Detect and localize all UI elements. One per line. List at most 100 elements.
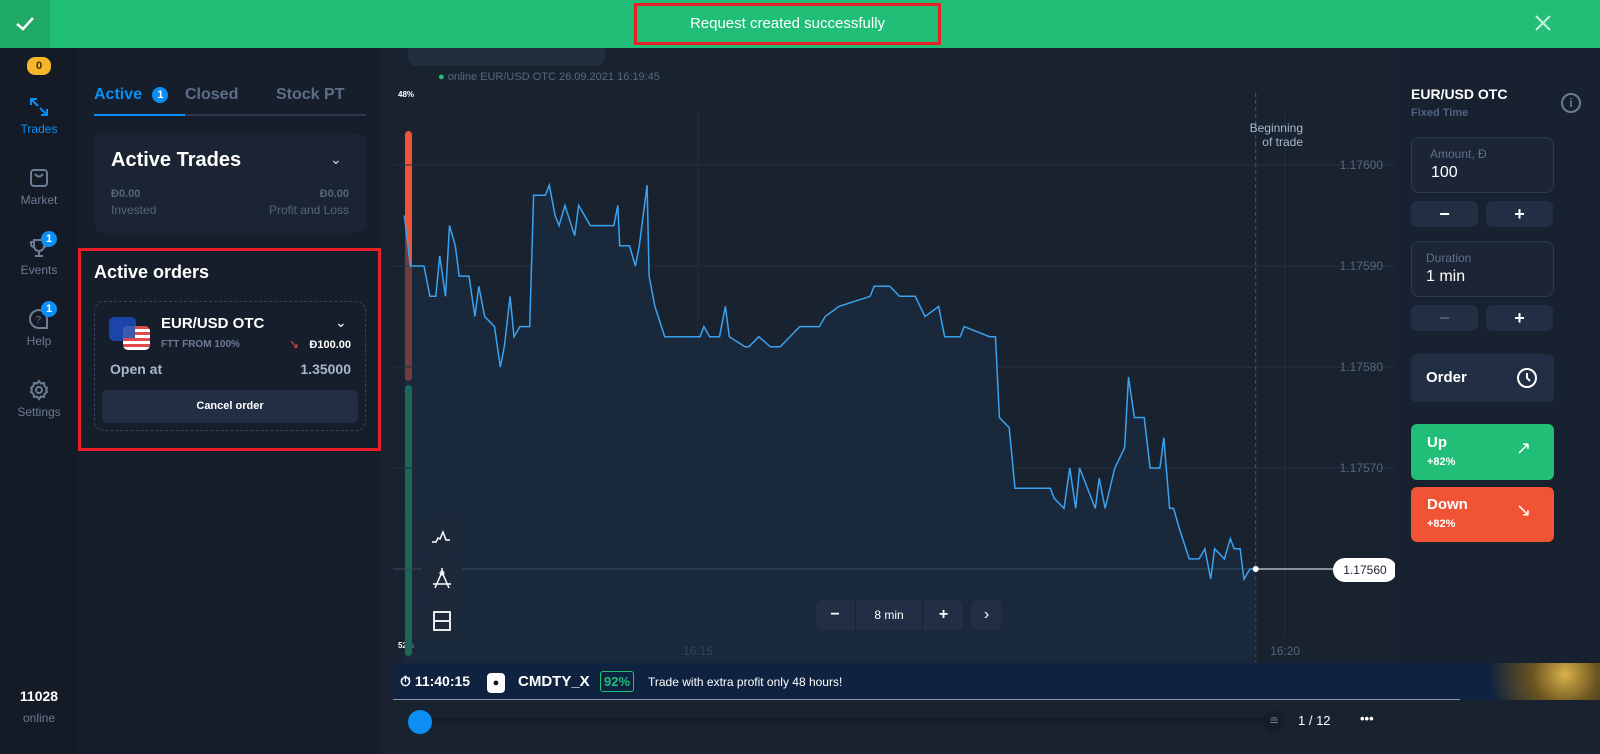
zoom-out-button[interactable]: − — [830, 606, 840, 623]
promo-ticker[interactable]: ⏱ 11:40:15 ● CMDTY_X 92% Trade with extr… — [393, 663, 1600, 700]
page-indicator: 1 / 12 — [1298, 713, 1331, 728]
carousel-track[interactable] — [431, 718, 1271, 724]
cancel-order-button[interactable]: Cancel order — [102, 390, 358, 423]
carousel-current-icon[interactable] — [408, 710, 432, 734]
open-at-value: 1.35000 — [300, 361, 351, 377]
layout-button[interactable] — [422, 602, 462, 640]
online-count: 11028 — [19, 688, 59, 704]
chart-area[interactable]: ● online EUR/USD OTC 26.09.2021 16:19:45… — [393, 40, 1397, 663]
sidebar-item-label: Trades — [20, 122, 58, 136]
down-button[interactable]: Down +82% ↘ — [1411, 487, 1554, 542]
notification-message: Request created successfully — [634, 3, 941, 45]
sidebar-item-settings[interactable]: Settings — [0, 379, 78, 419]
shopping-bag-icon — [30, 169, 48, 187]
check-icon — [0, 0, 50, 48]
carousel-end-icon[interactable]: ≘ — [1263, 710, 1285, 732]
order-asset: EUR/USD OTC — [161, 315, 265, 332]
duration-plus-button[interactable]: + — [1486, 305, 1553, 331]
amount-minus-button[interactable]: − — [1411, 201, 1478, 227]
coins-image — [1460, 663, 1600, 700]
current-point — [1252, 566, 1259, 572]
ticker-time: ⏱ 11:40:15 — [400, 673, 471, 689]
trades-arrows-icon — [30, 98, 48, 116]
duration-minus-button[interactable]: − — [1411, 305, 1478, 331]
chart-status-text: online EUR/USD OTC 26.09.2021 16:19:45 — [447, 71, 660, 83]
layout-split-icon — [433, 611, 451, 631]
drawing-compass-icon — [433, 568, 451, 589]
oil-drop-icon: ● — [487, 673, 505, 693]
sidebar-item-label: Help — [26, 334, 52, 348]
active-count-badge: 1 — [152, 87, 169, 103]
ticker-payout: 92% — [600, 671, 635, 692]
amount-value[interactable]: 100 — [1431, 164, 1458, 181]
amount-plus-button[interactable]: + — [1486, 201, 1553, 227]
beginning-of-trade-label: Beginning of trade — [1249, 121, 1303, 149]
amount-label: Amount, Đ — [1430, 147, 1487, 161]
trades-panel: Active 1 Closed Stock PT Active Trades ⌄… — [78, 0, 381, 754]
pnl-value: Đ0.00 — [319, 188, 349, 200]
up-label: Up — [1427, 434, 1447, 451]
online-label: online — [22, 711, 56, 725]
duration-value[interactable]: 1 min — [1426, 268, 1466, 285]
indicators-button[interactable] — [422, 518, 462, 556]
sidebar-item-label: Market — [20, 193, 58, 207]
y-tick-label: 1.17580 — [1340, 360, 1384, 374]
bottom-bar: ≘ 1 / 12 ••• — [393, 700, 1600, 754]
sentiment-up: 48% — [398, 90, 415, 99]
duration-field[interactable]: Duration 1 min — [1411, 241, 1554, 297]
price-area — [404, 185, 1256, 663]
success-notification: Request created successfully — [0, 0, 1600, 48]
current-price-label: 1.17560 — [1333, 558, 1397, 582]
order-button[interactable]: Order — [1411, 354, 1554, 402]
more-options-button[interactable]: ••• — [1360, 711, 1374, 726]
order-subtitle: FTT FROM 100% — [161, 339, 240, 350]
chevron-down-icon[interactable]: ⌄ — [335, 314, 347, 330]
sidebar-item-events[interactable]: Events 1 — [0, 231, 78, 277]
y-tick-label: 1.17600 — [1340, 158, 1384, 172]
scroll-right-button[interactable]: › — [971, 600, 1002, 630]
tab-stock-pt[interactable]: Stock PT — [276, 86, 345, 103]
down-payout: +82% — [1427, 518, 1456, 530]
chevron-down-icon[interactable]: ⌄ — [330, 151, 342, 167]
close-icon[interactable] — [1532, 12, 1554, 39]
zoom-in-button[interactable]: + — [938, 606, 949, 623]
price-line — [403, 182, 1256, 582]
sidebar-item-trades[interactable]: Trades — [0, 96, 78, 136]
tab-label: Active — [94, 86, 143, 103]
down-label: Down — [1427, 496, 1468, 513]
balance-badge[interactable]: 0 — [27, 57, 51, 75]
sidebar-item-help[interactable]: ? Help 1 — [0, 301, 78, 348]
trade-mode: Fixed Time — [1411, 107, 1469, 119]
y-tick-label: 1.17570 — [1340, 461, 1384, 475]
arrow-up-right-icon: ↗ — [1516, 438, 1532, 458]
open-at-label: Open at — [110, 361, 163, 377]
arrow-down-right-icon: ↘ — [289, 337, 300, 351]
info-icon[interactable]: i — [1561, 93, 1581, 113]
tab-closed[interactable]: Closed — [185, 86, 239, 103]
trade-asset: EUR/USD OTC — [1411, 86, 1508, 102]
sidebar-item-label: Events — [20, 263, 58, 277]
drawing-tools-button[interactable] — [422, 560, 462, 598]
zoom-level: 8 min — [855, 600, 923, 630]
trade-panel: EUR/USD OTC Fixed Time i Amount, Đ 100 − … — [1395, 48, 1600, 700]
sidebar-item-label: Settings — [17, 405, 61, 419]
zoom-control: − 8 min + — [816, 600, 963, 630]
amount-field[interactable]: Amount, Đ 100 — [1411, 137, 1554, 193]
ticker-message: Trade with extra profit only 48 hours! — [648, 675, 843, 689]
active-trades-title: Active Trades — [111, 149, 242, 171]
pnl-label: Profit and Loss — [268, 203, 349, 217]
arrow-down-right-icon: ↘ — [1516, 500, 1532, 520]
us-flag-icon — [123, 326, 150, 350]
sidebar-item-market[interactable]: Market — [0, 167, 78, 207]
order-amount: Đ100.00 — [309, 339, 351, 351]
up-button[interactable]: Up +82% ↗ — [1411, 424, 1554, 480]
active-orders-title: Active orders — [94, 262, 210, 282]
gear-icon — [29, 379, 49, 401]
up-payout: +82% — [1427, 456, 1456, 468]
ticker-asset: CMDTY_X — [518, 673, 590, 690]
invested-label: Invested — [111, 203, 157, 217]
active-orders-section: Active orders EUR/USD OTC ⌄ FTT FROM 100… — [78, 248, 381, 451]
indicator-icon — [432, 529, 450, 543]
tab-active[interactable]: Active 1 — [94, 86, 169, 104]
